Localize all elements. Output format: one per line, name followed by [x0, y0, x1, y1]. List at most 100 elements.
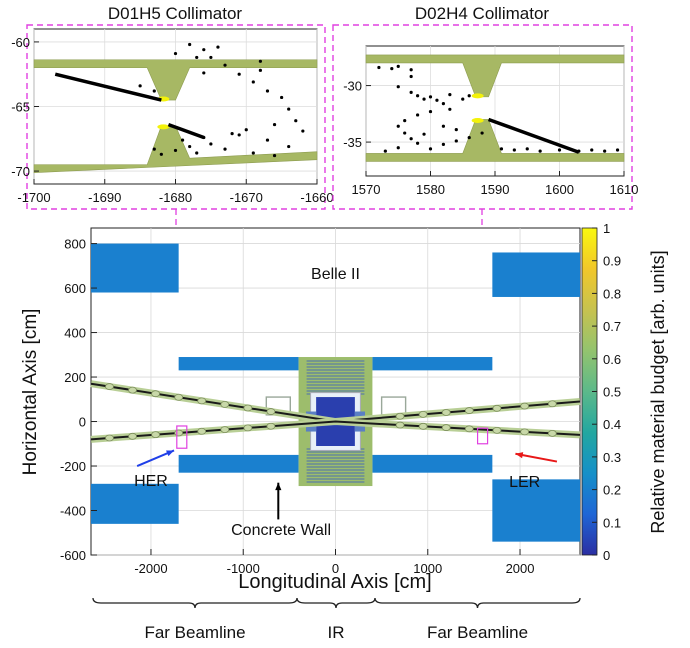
inset-x-tick-label: -1680 [159, 190, 192, 205]
wall-block [178, 454, 299, 473]
y-tick-label: 0 [79, 415, 86, 430]
x-tick-label: 1000 [413, 561, 442, 576]
inset-y-tick-label: -70 [11, 164, 30, 179]
x-tick-label: -2000 [134, 561, 167, 576]
hit-point [223, 63, 227, 67]
inset-y-tick-label: -35 [343, 135, 362, 150]
hit-point [237, 133, 241, 137]
beamline-element [395, 412, 405, 420]
hit-point [409, 137, 413, 141]
hit-point [180, 138, 185, 142]
hit-point [512, 148, 516, 152]
hit-point [428, 147, 433, 151]
her-arrow-head [166, 450, 175, 457]
ler-arrow-head [515, 452, 524, 459]
colorbar-tick-label: 0.1 [603, 515, 621, 530]
hit-point [409, 68, 413, 72]
hit-point [265, 89, 270, 93]
region-brace [296, 597, 376, 609]
hit-point [138, 84, 142, 88]
hit-point [396, 64, 400, 68]
hit-point [538, 149, 542, 153]
wall-block [372, 357, 493, 371]
inset-x-tick-label: 1600 [545, 182, 574, 197]
concrete-wall-label: Concrete Wall [231, 522, 331, 539]
wall-block [91, 483, 179, 524]
x-tick-label: 0 [332, 561, 339, 576]
hit-point [377, 65, 381, 70]
hit-point [280, 95, 284, 100]
beamline-element [395, 421, 405, 429]
hit-point [159, 152, 163, 156]
beamline-element [243, 424, 253, 432]
hit-point [237, 72, 241, 76]
hit-point [441, 124, 445, 128]
hit-point [251, 151, 255, 155]
hit-point [454, 128, 458, 132]
inset-x-tick-label: -1700 [17, 190, 50, 205]
colorbar-tick-label: 0 [603, 548, 610, 563]
her-label: HER [134, 473, 168, 490]
inset-y-tick-label: -60 [11, 35, 30, 50]
hit-point [258, 68, 262, 72]
y-tick-label: 800 [64, 237, 86, 252]
colorbar-tick-label: 0.9 [603, 254, 621, 269]
hit-point [209, 55, 213, 60]
colorbar-tick-label: 0.5 [603, 385, 621, 400]
inset-x-tick-label: 1590 [481, 182, 510, 197]
hit-point [409, 90, 413, 94]
hit-point [294, 119, 298, 123]
beamline-element [105, 434, 114, 442]
x-tick-label: 2000 [506, 561, 535, 576]
colorbar-tick-label: 0.2 [603, 483, 621, 498]
hit-point [590, 148, 594, 152]
hit-point [422, 132, 426, 136]
hit-point [448, 93, 452, 97]
hit-point [480, 131, 484, 135]
hit-point [265, 138, 270, 142]
hit-line-lower [167, 122, 205, 140]
beamline-element [243, 404, 253, 412]
beamline-element [520, 428, 530, 436]
y-tick-label: -400 [60, 504, 86, 519]
hit-point [287, 107, 291, 111]
ler-label: LER [509, 474, 540, 491]
colorbar: 0 0.1 0.2 0.3 0.4 0.5 0.6 0.7 0.8 0.9 1 [581, 221, 621, 563]
colorbar-tick-label: 0.8 [603, 286, 621, 301]
beamline-element [492, 404, 502, 412]
hit-point [195, 151, 199, 155]
hit-point [230, 132, 234, 136]
hit-point [454, 139, 458, 143]
hit-point [195, 55, 199, 60]
main-marks: -2000 -1000 0 1000 2000-600-400-200020040060… [60, 228, 581, 576]
hit-point [557, 148, 562, 152]
wall-block [178, 357, 299, 371]
beamline-element [520, 402, 530, 410]
colorbar-tick-label: 0.7 [603, 319, 621, 334]
inset-x-tick-label: 1610 [610, 182, 639, 197]
hit-point [428, 109, 433, 114]
beamline-element [464, 407, 474, 414]
beamline-element [220, 426, 230, 433]
hit-point [499, 147, 504, 151]
inset-x-tick-label: -1670 [230, 190, 263, 205]
wall-arrow-head [275, 482, 282, 491]
beamline-element [492, 426, 502, 434]
wall-block [372, 454, 493, 473]
y-tick-label: 200 [64, 370, 86, 385]
inset1-marks: -1700 -1690 -1680 -1670 -1660 -70 -65 -60 [11, 29, 334, 205]
hit-point [422, 97, 426, 101]
beamline-element [174, 393, 184, 401]
hit-point [467, 94, 471, 98]
beamline-element [418, 422, 428, 430]
hit-line [54, 72, 162, 102]
beamline-element [547, 429, 557, 437]
y-tick-label: 600 [64, 281, 86, 296]
hit-point [396, 124, 400, 128]
colorbar-label: Relative material budget [arb. units] [648, 250, 668, 533]
beamline-element [197, 427, 207, 435]
hit-point [383, 149, 387, 153]
beamline-element [220, 401, 230, 408]
beamline-element [197, 397, 207, 405]
x-tick-label: -1000 [227, 561, 260, 576]
